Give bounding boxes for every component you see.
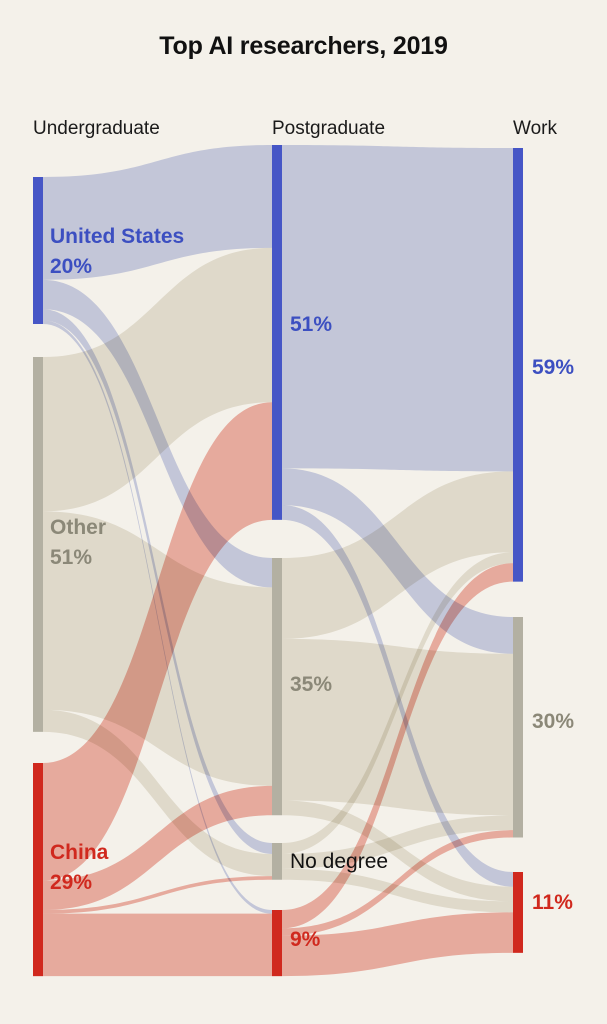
flow-p_other-w_other (282, 638, 513, 816)
flow-p_us-w_us (282, 145, 513, 472)
flow-p_other-w_china (282, 800, 513, 902)
node-u_other (33, 357, 43, 732)
flow-u_china-p_other (43, 785, 272, 910)
node-label-w_other: 30% (532, 710, 575, 733)
node-label-u_us: United States 20% (50, 225, 185, 278)
flow-u_other-p_nodeg (43, 709, 272, 877)
node-u_us (33, 177, 43, 324)
node-w_china (513, 872, 523, 953)
node-p_us (272, 145, 282, 520)
column-header-postgraduate: Postgraduate (272, 118, 386, 139)
flow-p_other-w_us (282, 471, 513, 639)
node-u_china (33, 763, 43, 977)
node-w_other (513, 617, 523, 838)
flow-p_china-w_other (282, 830, 513, 936)
node-label-u_china: China 29% (50, 841, 109, 894)
flow-u_other-p_us (43, 247, 272, 512)
node-p_other (272, 558, 282, 816)
node-p_nodeg (272, 843, 282, 880)
column-header-work: Work (513, 118, 557, 139)
node-label-u_other: Other 51% (50, 516, 107, 569)
node-label-w_china: 11% (532, 891, 573, 914)
node-w_us (513, 148, 523, 582)
chart-title: Top AI researchers, 2019 (159, 32, 448, 60)
node-label-w_us: 59% (532, 356, 575, 379)
flow-u_us-p_us (43, 145, 272, 280)
flow-u_china-p_us (43, 402, 272, 881)
flow-p_nodeg-w_us (282, 552, 513, 855)
node-label-p_us: 51% (290, 313, 333, 336)
column-header-undergraduate: Undergraduate (33, 118, 160, 139)
node-label-p_nodeg: No degree (290, 850, 389, 873)
node-label-p_other: 35% (290, 673, 333, 696)
node-p_china (272, 910, 282, 977)
flow-u_china-p_nodeg (43, 876, 272, 914)
node-label-p_china: 9% (290, 928, 321, 951)
flow-p_nodeg-w_other (282, 815, 513, 869)
flow-p_china-w_us (282, 563, 513, 929)
flow-u_china-p_china (43, 913, 272, 977)
flow-p_china-w_china (282, 912, 513, 977)
